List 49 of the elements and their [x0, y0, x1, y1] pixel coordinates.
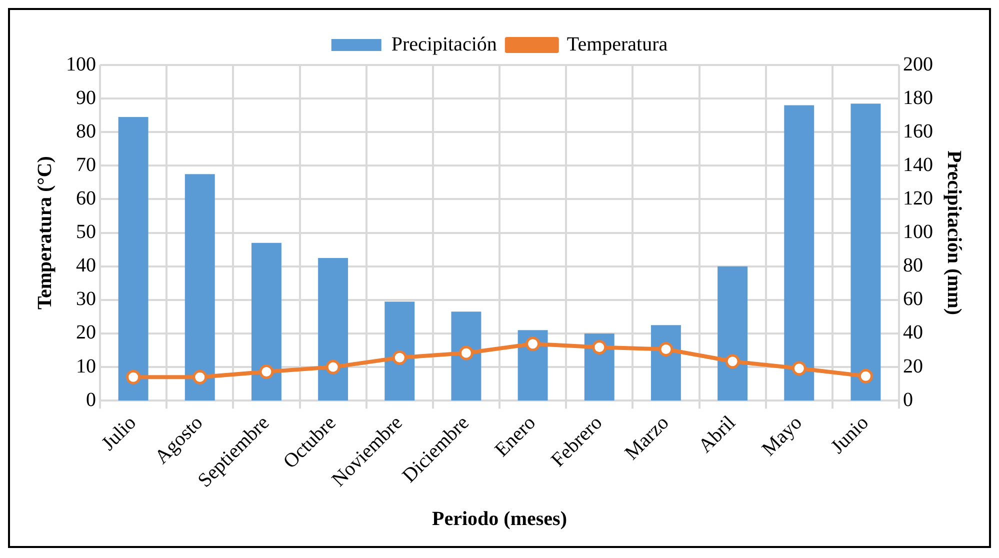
y2-tick-label: 180 — [903, 86, 933, 109]
y-tick-label: 0 — [86, 388, 96, 411]
y2-tick-label: 100 — [903, 221, 933, 244]
y-tick-label: 60 — [76, 188, 96, 210]
y2-tick-label: 140 — [903, 154, 933, 176]
y-axis-title: Temperatura (°C) — [34, 156, 56, 310]
point — [192, 370, 208, 384]
y2-tick-label: 200 — [903, 53, 933, 76]
y2-tick-label: 120 — [903, 188, 933, 210]
bar — [718, 266, 748, 401]
point — [592, 340, 607, 355]
point — [326, 360, 340, 374]
y-tick-label: 100 — [66, 53, 96, 76]
y-tick-label: 80 — [76, 120, 96, 142]
bar — [451, 312, 482, 401]
point — [259, 364, 274, 380]
point — [526, 336, 540, 352]
y-tick-label: 90 — [76, 86, 96, 109]
bar — [184, 174, 215, 401]
point — [126, 370, 141, 384]
bar — [384, 302, 415, 401]
y2-tick-label: 160 — [903, 120, 933, 142]
y2-tick-label: 40 — [903, 322, 923, 344]
y-tick-label: 30 — [76, 288, 96, 310]
point — [858, 368, 873, 384]
x-tick-label: Julio — [97, 412, 141, 455]
point — [792, 361, 806, 376]
bar — [784, 105, 814, 401]
bar — [251, 242, 282, 401]
point — [392, 350, 407, 365]
bar — [850, 104, 881, 401]
point — [658, 342, 674, 357]
bar — [318, 258, 348, 401]
legend-label: Precipitación — [391, 33, 497, 56]
y2-tick-label: 0 — [903, 388, 913, 411]
y-tick-label: 70 — [76, 154, 96, 176]
y-tick-label: 20 — [76, 322, 96, 344]
y2-tick-label: 20 — [903, 355, 923, 378]
bar — [118, 117, 148, 401]
y2-axis-title: Precipitación (mm) — [942, 150, 965, 316]
point — [725, 354, 740, 369]
y-tick-label: 10 — [76, 355, 96, 378]
point — [458, 346, 474, 360]
y2-tick-label: 60 — [903, 288, 923, 310]
y-tick-label: 40 — [76, 254, 96, 277]
y-tick-label: 50 — [76, 221, 96, 244]
y2-tick-label: 80 — [903, 254, 923, 277]
x-axis-title: Periodo (meses) — [432, 508, 567, 530]
legend-label: Temperatura — [566, 33, 668, 56]
